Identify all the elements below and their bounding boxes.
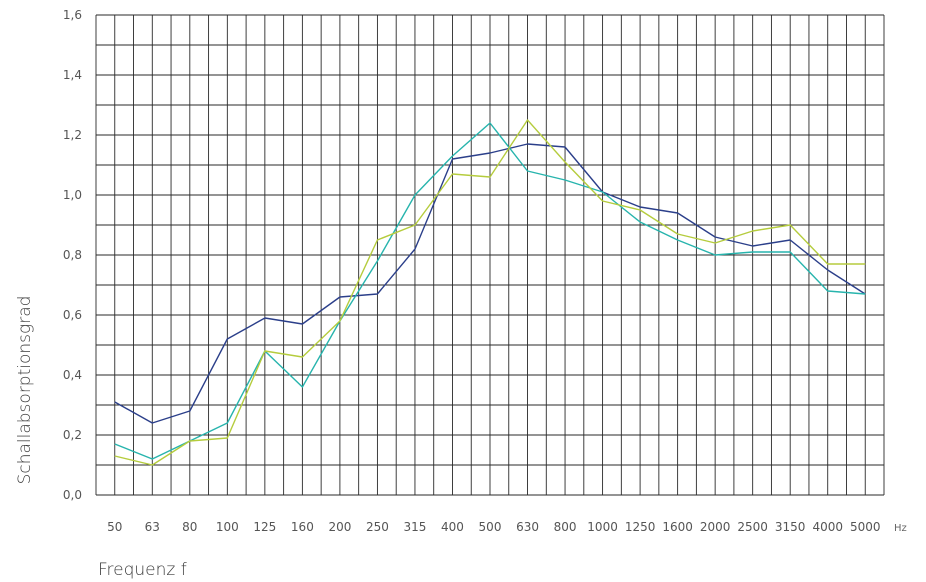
data-series [114,119,866,466]
series-line-1 [114,143,866,424]
y-tick-label: 1,0 [63,188,82,202]
y-axis-label: Schallabsorptionsgrad [15,296,35,485]
y-tick-label: 0,0 [63,488,82,502]
x-axis-label: Frequenz f [98,560,187,580]
x-tick-label: 4000 [812,520,843,534]
x-tick-label: 2000 [700,520,731,534]
x-tick-label: 2500 [737,520,768,534]
x-axis-unit: Hz [894,523,907,534]
x-tick-label: 250 [366,520,389,534]
x-tick-label: 1600 [662,520,693,534]
y-tick-label: 1,4 [63,68,82,82]
x-tick-label: 315 [403,520,426,534]
x-tick-label: 63 [145,520,160,534]
y-tick-labels: 0,0 0,2 0,4 0,6 0,8 1,0 1,2 1,4 1,6 [63,8,82,502]
series-line-3 [114,119,866,466]
series-line-2 [114,122,866,460]
x-tick-label: 125 [253,520,276,534]
x-tick-label: 400 [441,520,464,534]
x-tick-label: 500 [479,520,502,534]
y-tick-label: 0,8 [63,248,82,262]
x-tick-label: 160 [291,520,314,534]
x-tick-label: 630 [516,520,539,534]
x-tick-label: 5000 [850,520,881,534]
y-tick-label: 0,6 [63,308,82,322]
y-tick-label: 0,4 [63,368,82,382]
y-tick-label: 0,2 [63,428,82,442]
x-tick-labels: 50 63 80 100 125 160 200 250 315 400 500 630 800 1000… [107,520,880,534]
y-tick-label: 1,2 [63,128,82,142]
x-tick-label: 200 [328,520,351,534]
x-tick-label: 50 [107,520,122,534]
x-tick-label: 80 [182,520,197,534]
x-tick-label: 1250 [625,520,656,534]
chart-grid [95,14,885,496]
x-tick-label: 3150 [775,520,806,534]
x-tick-label: 1000 [587,520,618,534]
y-tick-label: 1,6 [63,8,82,22]
x-tick-label: 100 [216,520,239,534]
x-tick-label: 800 [554,520,577,534]
